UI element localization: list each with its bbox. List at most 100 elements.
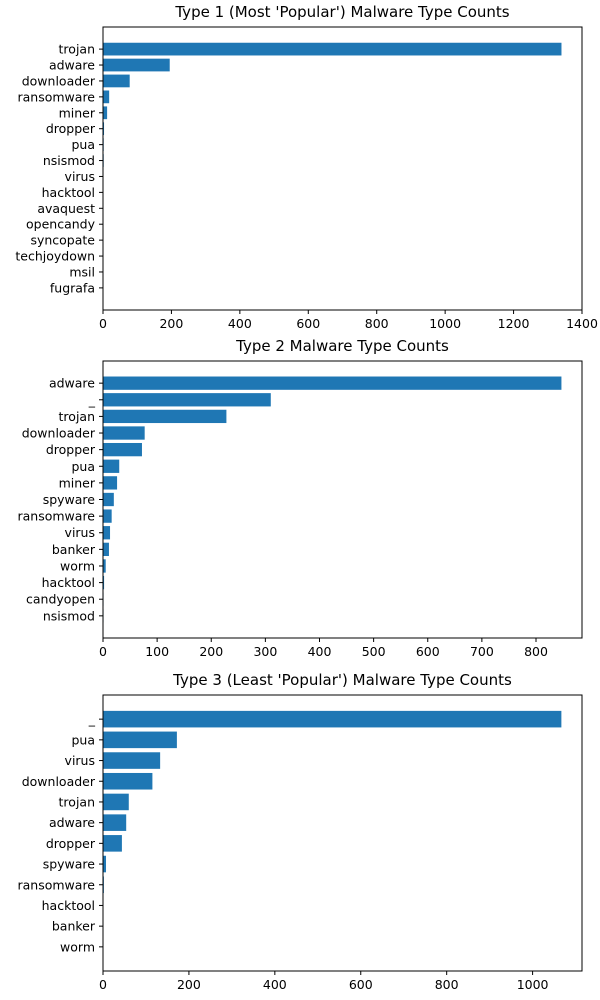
x-tick-label: 1000 xyxy=(429,316,461,331)
x-tick-label: 200 xyxy=(199,644,223,659)
bar-adware xyxy=(103,376,562,390)
bar-trojan xyxy=(103,409,227,424)
bar-banker xyxy=(103,542,109,557)
y-tick-label: adware xyxy=(49,815,95,830)
x-tick-label: 500 xyxy=(362,644,386,659)
bar-spyware xyxy=(103,855,107,873)
x-tick-label: 200 xyxy=(159,316,183,331)
y-tick-label: downloader xyxy=(22,73,96,88)
y-tick-label: banker xyxy=(52,919,96,934)
y-tick-label: dropper xyxy=(46,442,96,457)
x-tick-label: 0 xyxy=(99,977,107,992)
x-tick-label: 300 xyxy=(253,644,277,659)
x-tick-label: 1200 xyxy=(498,316,530,331)
y-tick-label: ransomware xyxy=(18,877,96,892)
y-tick-label: virus xyxy=(65,525,95,540)
x-tick-label: 400 xyxy=(228,316,252,331)
bar-dropper xyxy=(103,442,142,457)
y-tick-label: spyware xyxy=(43,492,96,507)
y-tick-label: worm xyxy=(60,939,95,954)
bar- xyxy=(103,710,562,728)
x-tick-label: 800 xyxy=(365,316,389,331)
chart-title: Type 2 Malware Type Counts xyxy=(235,337,449,355)
bar-dropper xyxy=(103,122,105,136)
plot-frame xyxy=(102,694,583,972)
y-tick-label: dropper xyxy=(46,121,96,136)
x-tick-label: 700 xyxy=(470,644,494,659)
y-tick-label: downloader xyxy=(22,774,96,789)
bar-downloader xyxy=(103,74,130,88)
bar-spyware xyxy=(103,492,114,507)
y-tick-label: downloader xyxy=(22,426,96,441)
y-tick-label: virus xyxy=(65,169,95,184)
bar-pua xyxy=(103,731,177,749)
bar-ransomware xyxy=(103,90,110,104)
x-tick-label: 100 xyxy=(145,644,169,659)
x-tick-label: 1000 xyxy=(517,977,549,992)
x-tick-label: 800 xyxy=(435,977,459,992)
y-tick-label: pua xyxy=(71,137,95,152)
bar-virus xyxy=(103,752,161,769)
y-tick-label: worm xyxy=(60,558,95,573)
x-tick-label: 0 xyxy=(99,644,107,659)
y-tick-label: fugrafa xyxy=(50,280,95,295)
x-tick-label: 200 xyxy=(177,977,201,992)
y-tick-label: miner xyxy=(59,105,96,120)
bar-virus xyxy=(103,526,111,540)
y-tick-label: banker xyxy=(52,542,96,557)
chart-type-1: Type 1 (Most 'Popular') Malware Type Cou… xyxy=(15,3,598,331)
plot-frame xyxy=(102,360,583,639)
y-tick-label: hacktool xyxy=(42,185,95,200)
y-tick-label: trojan xyxy=(59,409,95,424)
y-tick-label: adware xyxy=(49,376,95,391)
y-tick-label: trojan xyxy=(59,42,95,57)
y-tick-label: hacktool xyxy=(42,575,95,590)
y-tick-label: ransomware xyxy=(18,89,96,104)
plot-frame xyxy=(102,26,583,311)
y-tick-label: _ xyxy=(88,392,96,407)
y-tick-label: candyopen xyxy=(26,592,95,607)
bar-miner xyxy=(103,476,118,490)
chart-title: Type 1 (Most 'Popular') Malware Type Cou… xyxy=(174,3,509,21)
y-tick-label: miner xyxy=(59,475,96,490)
chart-title: Type 3 (Least 'Popular') Malware Type Co… xyxy=(172,671,512,689)
y-tick-label: pua xyxy=(71,732,95,747)
x-tick-label: 600 xyxy=(296,316,320,331)
chart-type-2: Type 2 Malware Type Counts adware_trojan… xyxy=(18,337,583,659)
bar-trojan xyxy=(103,793,129,811)
x-tick-label: 600 xyxy=(416,644,440,659)
bar-hacktool xyxy=(103,575,105,590)
y-tick-label: ransomware xyxy=(18,509,96,524)
y-tick-label: avaquest xyxy=(37,201,95,216)
x-tick-label: 0 xyxy=(99,316,107,331)
bar-worm xyxy=(103,559,106,573)
x-tick-label: 400 xyxy=(308,644,332,659)
bar-adware xyxy=(103,58,170,72)
y-tick-label: _ xyxy=(88,712,96,727)
bar-pua xyxy=(103,459,120,473)
bar-trojan xyxy=(103,42,562,56)
bar-adware xyxy=(103,814,127,831)
bar-ransomware xyxy=(103,509,112,523)
y-tick-label: pua xyxy=(71,459,95,474)
bar- xyxy=(103,393,271,407)
x-tick-label: 800 xyxy=(524,644,548,659)
bar-dropper xyxy=(103,835,122,852)
y-tick-label: trojan xyxy=(59,794,95,809)
x-tick-label: 1400 xyxy=(566,316,598,331)
y-tick-label: spyware xyxy=(43,857,96,872)
bar-miner xyxy=(103,106,108,120)
y-tick-label: nsismod xyxy=(43,608,95,623)
bar-downloader xyxy=(103,772,153,790)
y-tick-label: msil xyxy=(69,264,95,279)
y-tick-label: adware xyxy=(49,58,95,73)
y-tick-label: syncopate xyxy=(30,233,95,248)
y-tick-label: hacktool xyxy=(42,898,95,913)
chart-type-3: Type 3 (Least 'Popular') Malware Type Co… xyxy=(18,671,583,992)
y-tick-label: virus xyxy=(65,753,95,768)
y-tick-label: opencandy xyxy=(26,217,96,232)
y-tick-label: techjoydown xyxy=(15,249,95,264)
y-tick-label: nsismod xyxy=(43,153,95,168)
x-tick-label: 600 xyxy=(349,977,373,992)
